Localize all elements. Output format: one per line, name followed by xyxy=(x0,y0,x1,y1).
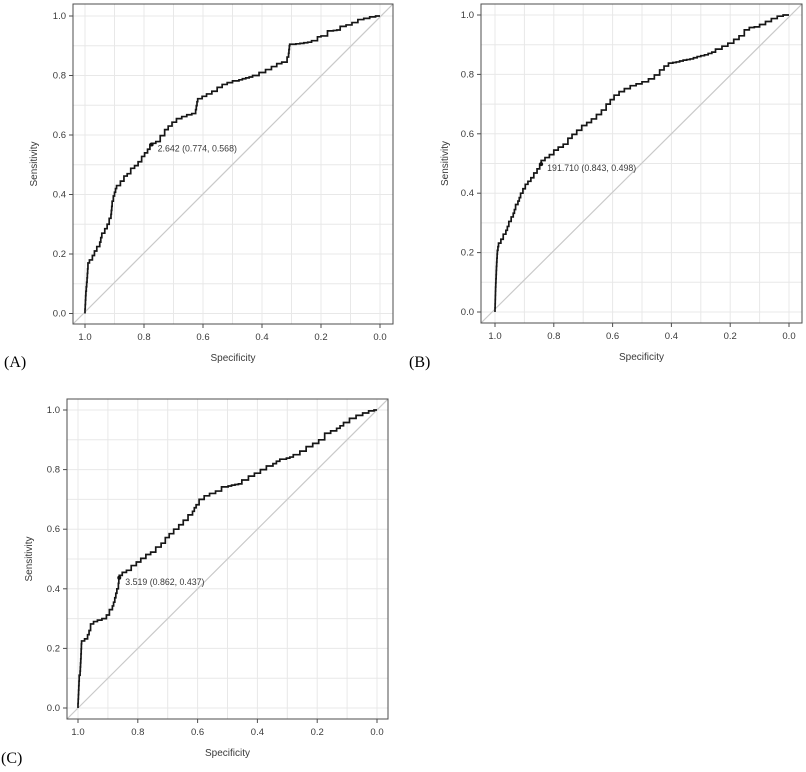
panel-label-a: (A) xyxy=(4,354,27,371)
x-tick-label: 0.2 xyxy=(314,332,327,343)
threshold-annotation: 2.642 (0.774, 0.568) xyxy=(158,144,237,154)
x-tick-label: 1.0 xyxy=(488,331,501,342)
x-tick-label: 0.6 xyxy=(191,727,204,738)
threshold-point xyxy=(539,162,544,167)
y-tick-label: 0.4 xyxy=(47,584,60,595)
y-tick-label: 0.6 xyxy=(53,130,66,141)
y-tick-label: 0.6 xyxy=(461,129,474,140)
roc-curve xyxy=(84,15,380,314)
y-tick-label: 0.8 xyxy=(461,69,474,80)
y-tick-label: 0.8 xyxy=(53,71,66,82)
threshold-annotation: 191.710 (0.843, 0.498) xyxy=(547,163,636,173)
x-tick-label: 1.0 xyxy=(71,727,84,738)
x-axis-title: Specificity xyxy=(210,353,255,364)
y-tick-label: 0.0 xyxy=(461,307,474,318)
roc-curve xyxy=(494,14,789,312)
x-tick-label: 0.2 xyxy=(311,727,324,738)
y-tick-label: 1.0 xyxy=(47,405,60,416)
panel-border xyxy=(66,398,389,720)
panel-label-c: (C) xyxy=(1,750,23,767)
diagonal-reference-line xyxy=(72,3,394,325)
x-tick-label: 0.4 xyxy=(255,332,268,343)
roc-chart-a: 1.0 0.8 0.6 0.4 0.2 0.0 0.0 0.2 0.4 0.6 0.8 1.0 Spec… xyxy=(29,3,394,364)
y-tick-label: 0.4 xyxy=(461,188,474,199)
x-tick-label: 0.8 xyxy=(547,331,560,342)
panel-border xyxy=(480,3,803,324)
x-tick-label: 0.4 xyxy=(251,727,264,738)
x-axis-title: Specificity xyxy=(205,748,250,759)
x-tick-label: 0.0 xyxy=(370,727,383,738)
roc-chart-b: 1.0 0.8 0.6 0.4 0.2 0.0 0.0 0.2 0.4 0.6 0.8 1.0 Spec… xyxy=(440,3,803,363)
x-tick-label: 0.2 xyxy=(724,331,737,342)
y-tick-label: 1.0 xyxy=(461,10,474,21)
x-tick-label: 0.6 xyxy=(196,332,209,343)
y-tick-label: 1.0 xyxy=(53,11,66,22)
x-tick-label: 1.0 xyxy=(78,332,91,343)
y-tick-label: 0.2 xyxy=(47,643,60,654)
roc-chart-c: 1.0 0.8 0.6 0.4 0.2 0.0 0.0 0.2 0.4 0.6 0.8 1.0 Spec… xyxy=(24,398,389,759)
threshold-point xyxy=(117,575,122,580)
diagonal-reference-line xyxy=(480,3,803,324)
y-tick-label: 0.0 xyxy=(53,309,66,320)
x-tick-label: 0.8 xyxy=(131,727,144,738)
threshold-annotation: 3.519 (0.862, 0.437) xyxy=(125,577,204,587)
x-axis-title: Specificity xyxy=(619,352,664,363)
y-tick-label: 0.0 xyxy=(47,703,60,714)
y-tick-label: 0.8 xyxy=(47,465,60,476)
y-tick-label: 0.2 xyxy=(53,249,66,260)
y-tick-label: 0.6 xyxy=(47,524,60,535)
panel-label-b: (B) xyxy=(409,354,431,371)
x-tick-label: 0.4 xyxy=(665,331,678,342)
y-tick-label: 0.2 xyxy=(461,248,474,259)
y-axis-title: Sensitivity xyxy=(440,141,451,186)
y-axis-title: Sensitivity xyxy=(29,141,40,186)
roc-curve xyxy=(77,409,377,708)
y-axis-title: Sensitivity xyxy=(24,536,35,581)
x-tick-label: 0.6 xyxy=(606,331,619,342)
diagonal-reference-line xyxy=(66,398,389,720)
x-tick-label: 0.0 xyxy=(373,332,386,343)
panel-border xyxy=(72,3,394,325)
threshold-point xyxy=(149,142,154,147)
x-tick-label: 0.8 xyxy=(137,332,150,343)
y-tick-label: 0.4 xyxy=(53,190,66,201)
x-tick-label: 0.0 xyxy=(782,331,795,342)
